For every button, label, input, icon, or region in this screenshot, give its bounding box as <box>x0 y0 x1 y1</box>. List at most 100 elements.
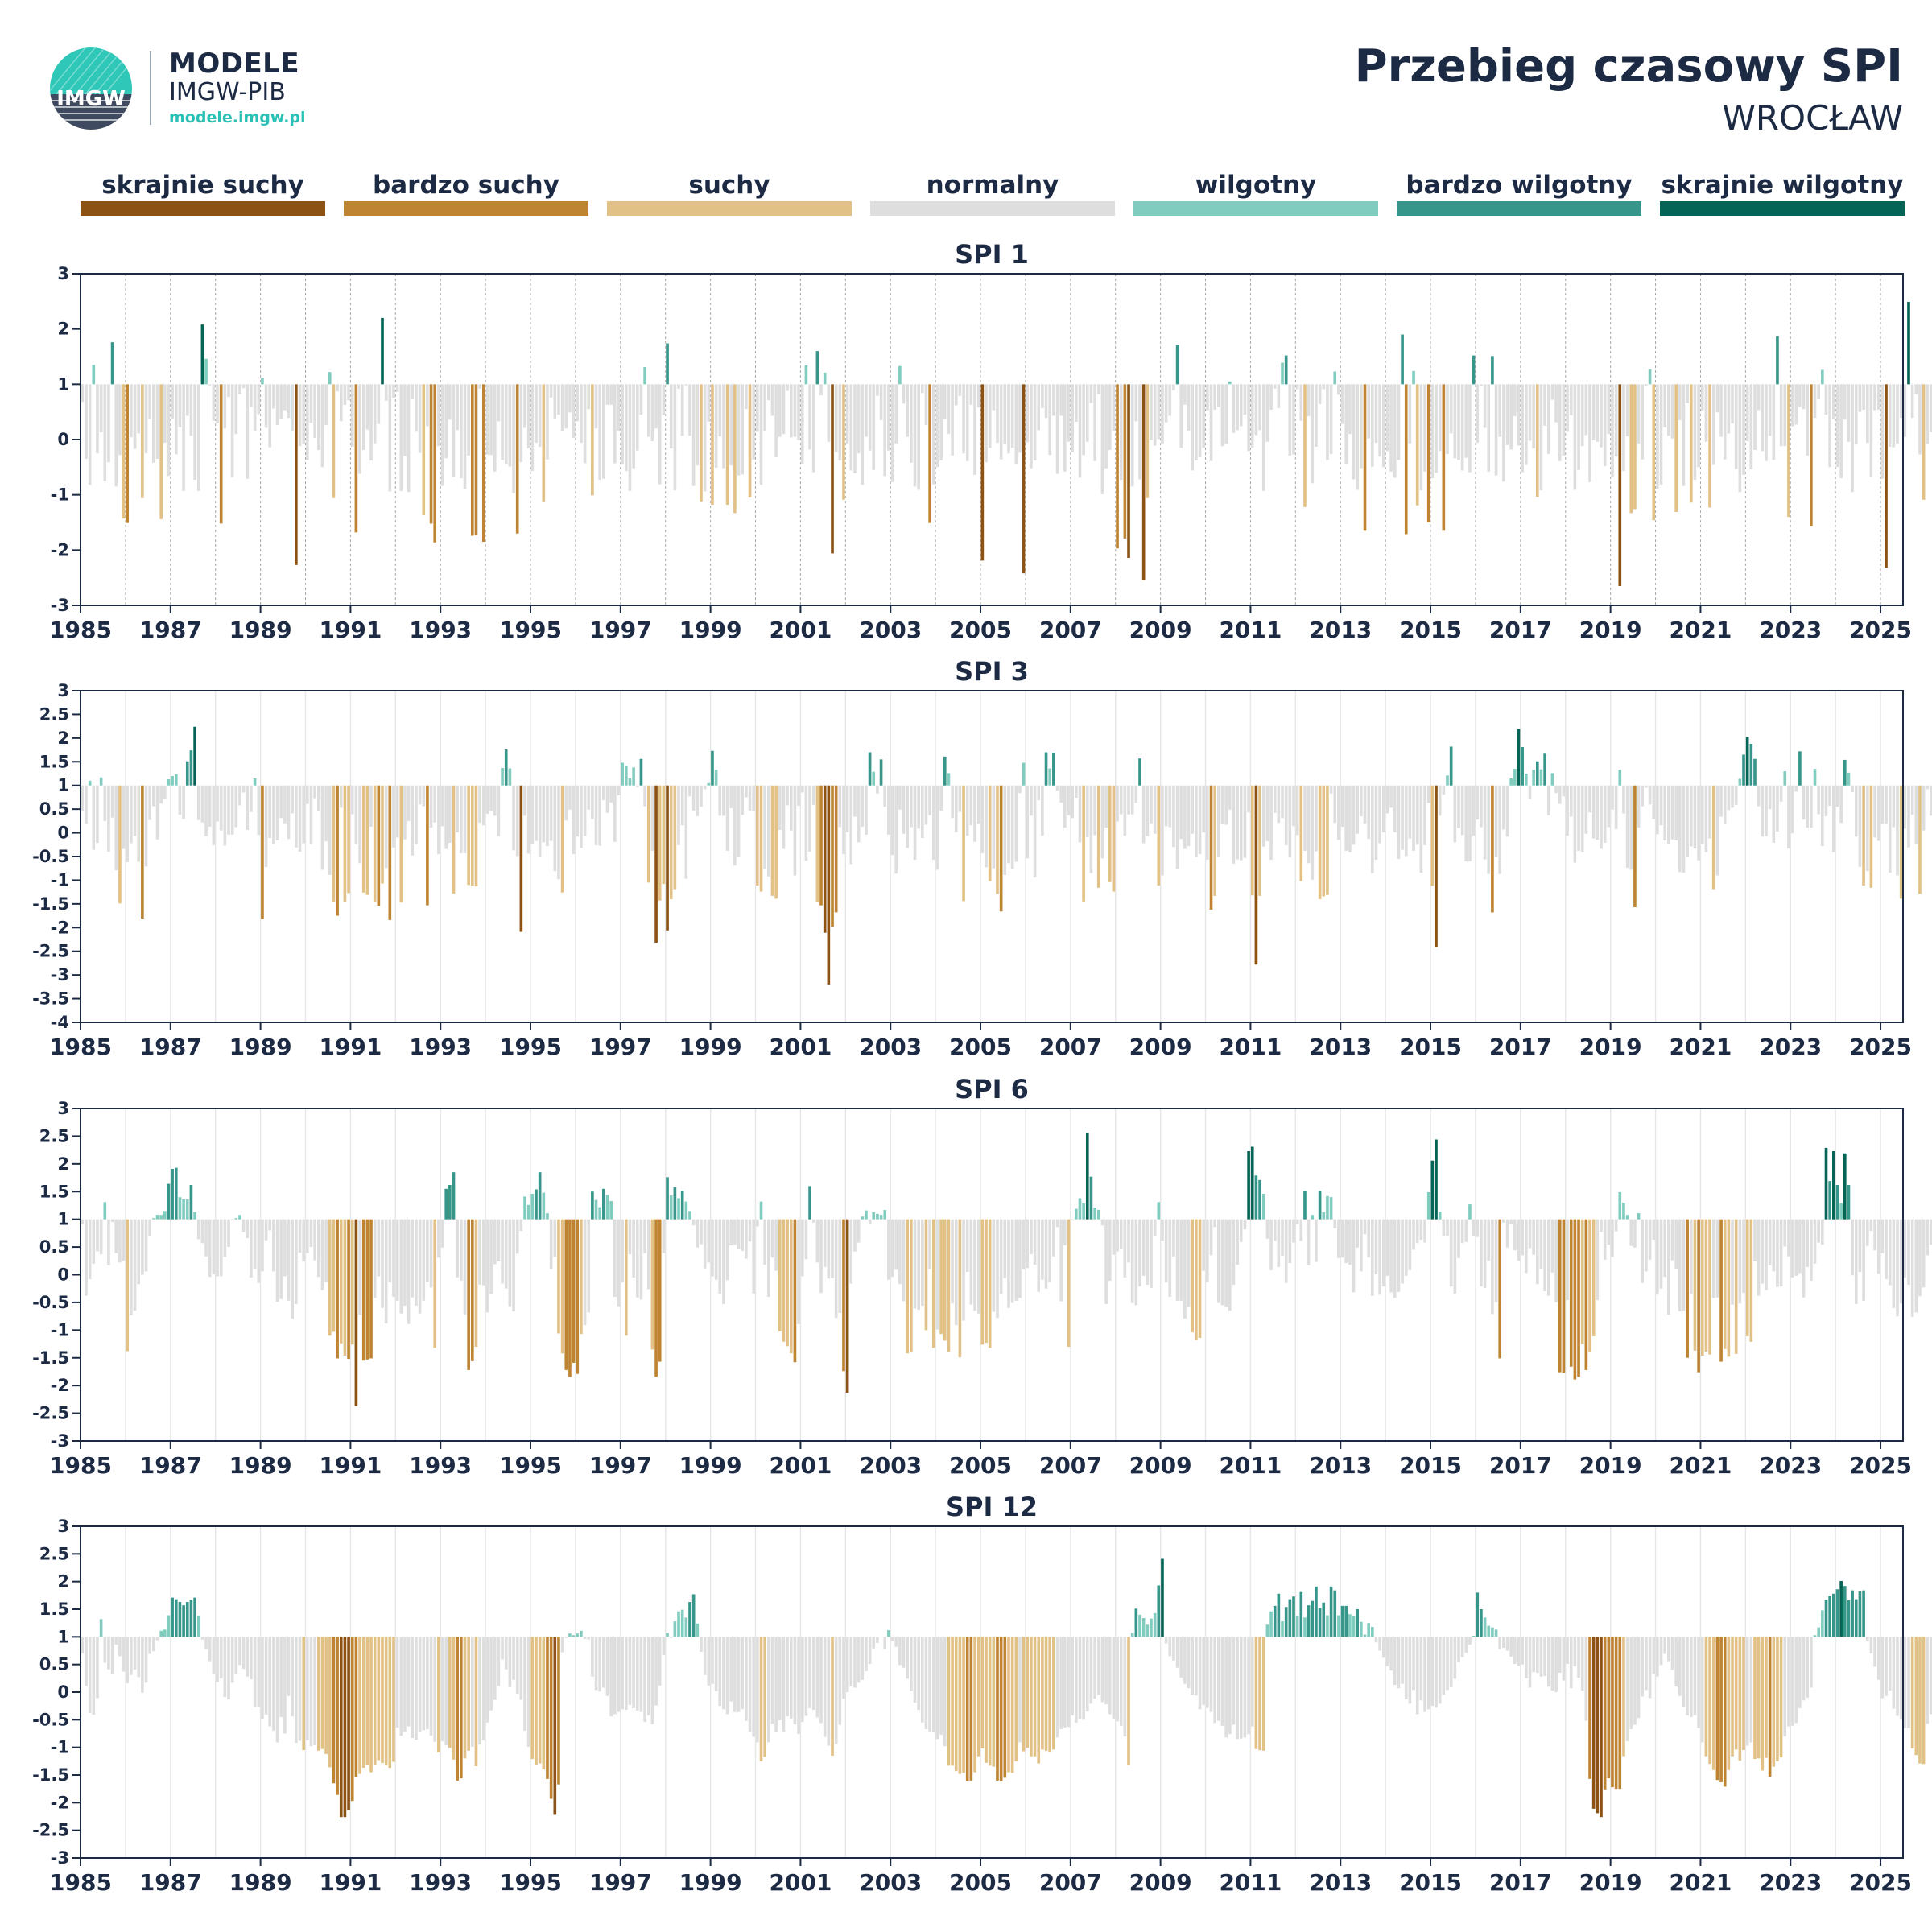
spi-bar <box>1509 384 1513 450</box>
spi-bar <box>1876 384 1880 410</box>
spi-bar <box>535 384 538 444</box>
spi-bar <box>1480 384 1483 387</box>
spi-bar <box>223 785 227 846</box>
legend-label: wilgotny <box>1195 171 1317 200</box>
spi-bar <box>268 785 272 839</box>
spi-bar <box>1697 1637 1700 1728</box>
spi-bar <box>617 384 621 431</box>
spi-bar <box>272 384 275 409</box>
spi-bar <box>242 785 246 793</box>
spi-bar <box>1745 384 1749 442</box>
spi-bar <box>1810 384 1813 526</box>
spi-bar <box>1517 384 1521 446</box>
spi-bar <box>838 1219 842 1313</box>
spi-bar <box>1584 1637 1588 1721</box>
spi-bar <box>1100 384 1104 494</box>
spi-bar <box>1772 1637 1776 1767</box>
spi-bar <box>1206 785 1209 861</box>
spi-bar <box>1821 1610 1824 1637</box>
spi-bar <box>745 785 748 798</box>
spi-bar <box>1525 1637 1528 1678</box>
spi-bar <box>999 785 1003 912</box>
spi-bar <box>512 1219 515 1311</box>
spi-bar <box>1352 1616 1356 1637</box>
spi-bar <box>426 1219 429 1282</box>
spi-bar <box>849 384 853 471</box>
spi-bar <box>658 785 662 901</box>
spi-bar <box>339 1219 343 1344</box>
spi-bar <box>980 785 985 853</box>
spi-bar <box>467 1637 470 1751</box>
y-tick-label: 1 <box>57 1210 69 1229</box>
spi-bar <box>1663 1637 1666 1654</box>
spi-bar <box>684 1617 688 1637</box>
spi-bar <box>988 1637 992 1766</box>
spi-bar <box>725 1219 729 1281</box>
spi-bar <box>549 785 553 841</box>
spi-bar <box>639 1219 643 1300</box>
spi-bar <box>1269 384 1273 410</box>
spi-bar <box>1678 1637 1682 1696</box>
spi-bar <box>782 1219 786 1342</box>
spi-bar <box>320 785 324 870</box>
spi-bar <box>1141 785 1146 844</box>
logo-url[interactable]: modele.imgw.pl <box>169 109 306 126</box>
spi-bar <box>1460 1219 1464 1244</box>
spi-bar <box>910 384 913 463</box>
spi-bar <box>159 785 163 804</box>
spi-bar <box>591 1191 594 1220</box>
spi-bar <box>1052 1637 1055 1750</box>
spi-bar <box>1670 1219 1674 1261</box>
spi-bar <box>1670 384 1674 439</box>
spi-bar <box>122 1637 126 1672</box>
spi-bar <box>1550 384 1554 400</box>
spi-bar <box>1865 1219 1869 1246</box>
spi-bar <box>313 785 316 799</box>
spi-bar <box>381 785 384 884</box>
spi-bar <box>1596 384 1600 442</box>
spi-bar <box>1401 1637 1404 1684</box>
spi-bar <box>118 785 122 904</box>
spi-bar <box>1224 384 1228 444</box>
x-tick-label: 2019 <box>1579 1452 1642 1479</box>
spi-bar <box>583 1219 587 1326</box>
spi-bar <box>770 1219 774 1258</box>
spi-bar <box>1030 785 1033 816</box>
spi-bar <box>1648 785 1652 805</box>
spi-bar <box>99 1619 103 1637</box>
spi-bar <box>572 384 576 438</box>
spi-bar <box>200 324 204 385</box>
spi-bar <box>632 1219 635 1278</box>
x-tick-label: 2019 <box>1579 1869 1642 1896</box>
spi-bar <box>538 1637 542 1764</box>
spi-bar <box>808 785 811 852</box>
spi-bar <box>320 384 324 468</box>
x-tick-label: 2017 <box>1489 1869 1552 1896</box>
spi-bar <box>1269 1219 1273 1270</box>
spi-bar <box>426 384 429 427</box>
spi-bar <box>617 1219 621 1307</box>
spi-bar <box>707 1637 711 1686</box>
spi-bar <box>1052 1219 1055 1257</box>
x-tick-label: 1999 <box>679 1452 742 1479</box>
spi-bar <box>1689 1219 1693 1294</box>
spi-bar <box>1704 384 1708 442</box>
spi-bar <box>1172 785 1175 848</box>
spi-bar <box>508 1219 512 1307</box>
spi-bar <box>1491 785 1494 913</box>
spi-bar <box>1363 384 1367 531</box>
spi-bar <box>1614 1637 1618 1790</box>
spi-bar <box>1566 384 1569 432</box>
spi-bar <box>602 384 605 479</box>
spi-bar <box>1476 384 1480 444</box>
spi-bar <box>684 785 688 879</box>
spi-bar <box>1438 785 1442 816</box>
spi-bar <box>962 785 965 902</box>
spi-bar <box>1224 1637 1228 1738</box>
spi-bar <box>1337 785 1340 840</box>
spi-bar <box>1397 384 1401 460</box>
spi-bar <box>1213 1637 1216 1724</box>
spi-bar <box>1393 384 1397 478</box>
spi-bar <box>906 1637 909 1679</box>
x-tick-label: 1995 <box>499 617 562 643</box>
